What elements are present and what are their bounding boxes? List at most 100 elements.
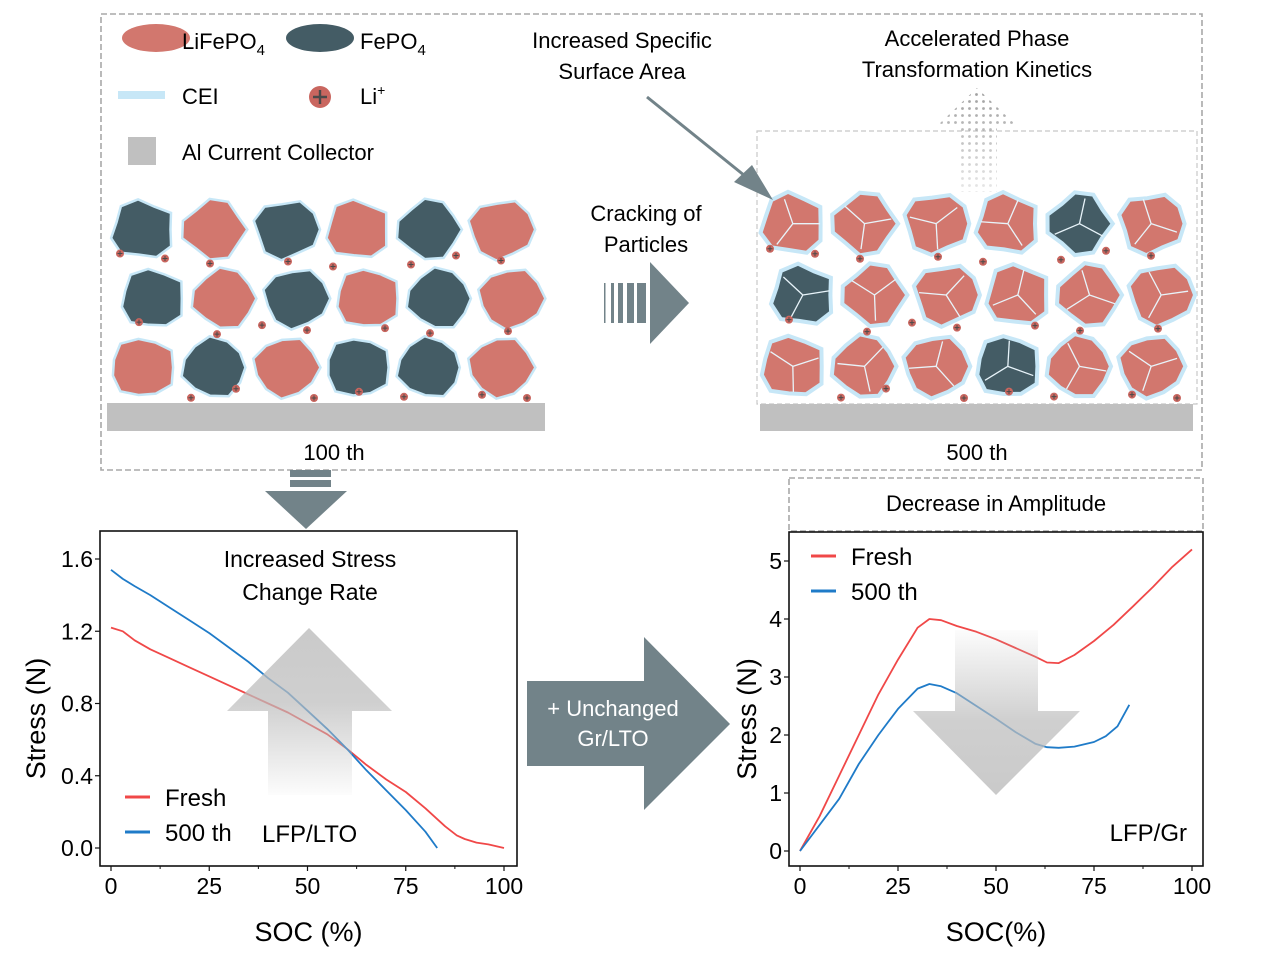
phase-line1: Accelerated Phase (885, 26, 1070, 51)
crack-line (860, 223, 866, 250)
crack-line (1150, 223, 1178, 233)
chart-inset-title: Change Rate (242, 579, 378, 605)
cracking-line2: Particles (604, 232, 688, 257)
cei-swatch (118, 91, 165, 99)
label-500th: 500 th (946, 440, 1007, 465)
y-tick-label: 0 (769, 838, 782, 864)
li-ion-icon (856, 254, 864, 263)
li-ion-icon (381, 324, 389, 333)
li-ion-icon (811, 249, 819, 258)
li-ion-icon (232, 384, 240, 393)
crack-line (908, 365, 937, 369)
lifepo4-particle (1116, 334, 1188, 401)
unchanged-arrow: + Unchanged Gr/LTO (527, 637, 730, 810)
x-tick-label: 75 (393, 873, 419, 899)
crack-line (1065, 366, 1081, 390)
fepo4-particle (395, 334, 462, 398)
li-ion-icon (116, 249, 124, 258)
fepo4-particle (395, 197, 464, 261)
lifepo4-particle (466, 337, 537, 401)
legend-cei: CEI (182, 84, 219, 109)
y-tick-label: 5 (769, 548, 782, 574)
fepo4-particle (252, 199, 322, 262)
crack-line (776, 223, 794, 245)
cell-type-label: LFP/Gr (1110, 820, 1187, 847)
crack-line (863, 366, 871, 392)
li-ion-icon (979, 257, 987, 266)
al-collector-500th (760, 404, 1193, 431)
phase-line2: Transformation Kinetics (862, 57, 1092, 82)
label-100th: 100 th (303, 440, 364, 465)
lifepo4-swatch (122, 24, 190, 52)
legend-label: 500 th (165, 820, 232, 847)
lifepo4-particle (973, 189, 1038, 255)
decrease-amplitude-label: Decrease in Amplitude (886, 491, 1106, 516)
x-tick-label: 100 (485, 873, 523, 899)
surface-area-line2: Surface Area (558, 59, 686, 84)
crack-line (1150, 357, 1178, 367)
li-ion-icon (161, 254, 169, 263)
li-ion-icon (1173, 394, 1181, 402)
fepo4-swatch (286, 24, 354, 52)
cell-type-label: LFP/LTO (262, 821, 357, 848)
lifepo4-particle (190, 266, 258, 329)
y-tick-label: 3 (769, 664, 782, 690)
chart-lfp-lto: 0 25 50 75 100 0.0 0.4 0.8 1.2 1.6 SOC (%) Stress (… (21, 530, 523, 947)
crack-line (1081, 270, 1091, 296)
crack-line (782, 276, 804, 296)
legend-label: 500 th (851, 579, 918, 606)
fepo4-particle (109, 197, 173, 259)
li-ion-icon (478, 390, 486, 399)
legend-label: Fresh (851, 544, 912, 571)
li-ion-icon (452, 251, 460, 260)
fepo4-particle (120, 267, 184, 327)
crack-line (1054, 223, 1080, 235)
amplitude-label-frame (788, 477, 1204, 532)
li-ion-icon (135, 318, 143, 327)
crack-line (1142, 366, 1152, 391)
x-tick-label: 50 (295, 873, 321, 899)
x-tick-label: 25 (885, 873, 911, 899)
plot-frame (99, 530, 518, 867)
y-tick-label: 0.8 (61, 691, 93, 717)
li-ion-icon (329, 262, 337, 271)
electrode-500th (758, 189, 1198, 402)
crack-line (1148, 294, 1162, 319)
crack-line (909, 216, 937, 225)
crack-line (874, 278, 897, 296)
unchanged-line2: Gr/LTO (577, 726, 648, 751)
li-ion-icon (206, 259, 214, 268)
crack-line (1134, 223, 1152, 245)
li-ion-icon (1102, 246, 1110, 255)
legend-li-ion: Li+ (360, 82, 385, 109)
li-ion-icon (1005, 387, 1013, 396)
legend-al-collector: Al Current Collector (182, 140, 374, 165)
crack-line (1079, 365, 1107, 372)
crack-line (790, 294, 804, 319)
li-ion-icon (284, 257, 292, 266)
crack-line (1161, 290, 1189, 296)
y-tick-label: 0.0 (61, 835, 93, 861)
x-tick-label: 25 (196, 873, 222, 899)
crack-line (984, 365, 1009, 381)
y-tick-label: 1 (769, 780, 782, 806)
li-ion-icon (355, 387, 363, 396)
li-ion-icon (1050, 392, 1058, 401)
li-ion-icon (309, 86, 331, 108)
electrode-100th (109, 197, 547, 402)
lifepo4-particle (336, 268, 399, 327)
lifepo4-particle (758, 189, 823, 255)
crack-line (1007, 199, 1019, 224)
fepo4-particle (180, 334, 247, 398)
legend-lifepo4: LiFePO4 (182, 29, 265, 59)
crack-line (864, 218, 892, 225)
al-collector-100th (107, 403, 545, 431)
crack-line (1128, 350, 1152, 367)
crack-line (1078, 198, 1086, 224)
li-ion-icon (400, 392, 408, 401)
crack-line (1066, 294, 1090, 310)
unchanged-line1: + Unchanged (547, 696, 679, 721)
y-tick-label: 1.6 (61, 546, 93, 572)
li-ion-icon (863, 327, 871, 336)
fepo4-particle (327, 338, 390, 397)
